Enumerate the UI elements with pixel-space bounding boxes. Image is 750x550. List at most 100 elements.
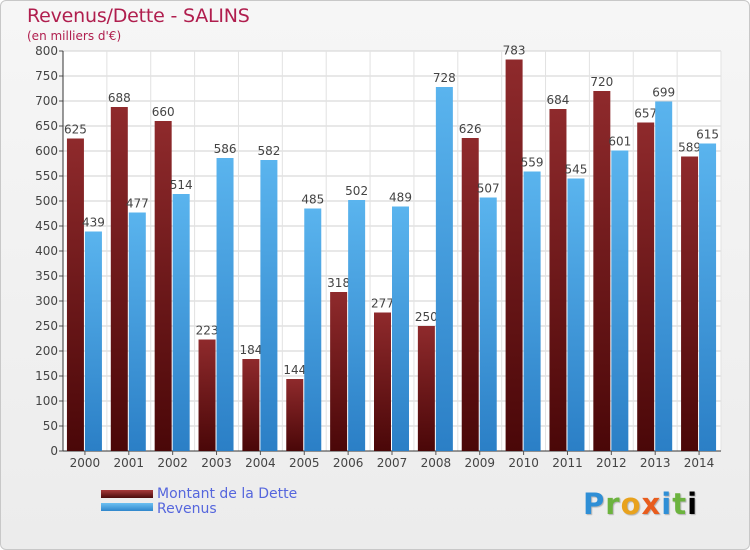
bar-revenus-2006 xyxy=(348,200,366,451)
y-tick-label: 800 xyxy=(35,44,58,58)
bar-dette-2000 xyxy=(66,138,84,451)
proxiti-logo: Proxiti xyxy=(583,487,699,521)
data-label: 545 xyxy=(565,163,588,177)
data-label: 626 xyxy=(459,122,482,136)
data-label: 586 xyxy=(214,142,237,156)
data-label: 514 xyxy=(170,178,193,192)
x-tick-label: 2012 xyxy=(596,456,627,470)
data-label: 582 xyxy=(257,144,280,158)
data-label: 684 xyxy=(547,93,570,107)
bar-dette-2005 xyxy=(286,379,304,451)
bar-revenus-2009 xyxy=(479,197,497,451)
bar-revenus-2002 xyxy=(172,194,190,451)
bar-revenus-2014 xyxy=(699,143,717,451)
y-tick-label: 300 xyxy=(35,294,58,308)
data-label: 485 xyxy=(301,193,324,207)
data-label: 660 xyxy=(152,105,175,119)
bar-revenus-2011 xyxy=(567,178,585,451)
bar-dette-2013 xyxy=(637,122,655,451)
data-label: 589 xyxy=(678,141,701,155)
data-label: 223 xyxy=(196,324,219,338)
x-tick-label: 2010 xyxy=(508,456,539,470)
data-label: 783 xyxy=(503,44,526,58)
data-label: 318 xyxy=(327,276,350,290)
chart-subtitle: (en milliers d'€) xyxy=(27,29,122,43)
bar-dette-2001 xyxy=(110,107,128,451)
x-tick-label: 2000 xyxy=(70,456,101,470)
y-tick-label: 0 xyxy=(50,444,58,458)
data-label: 688 xyxy=(108,91,131,105)
bar-dette-2014 xyxy=(681,156,699,451)
bar-revenus-2000 xyxy=(84,231,102,451)
data-label: 657 xyxy=(634,107,657,121)
bar-revenus-2003 xyxy=(216,158,234,451)
bar-dette-2012 xyxy=(593,91,611,451)
bar-revenus-2007 xyxy=(392,206,409,451)
bar-revenus-2012 xyxy=(611,150,629,451)
data-label: 439 xyxy=(82,216,105,230)
data-label: 720 xyxy=(590,75,613,89)
bar-revenus-2013 xyxy=(655,101,673,451)
x-tick-label: 2014 xyxy=(684,456,715,470)
data-label: 477 xyxy=(126,197,149,211)
bar-dette-2008 xyxy=(417,326,435,451)
data-label: 507 xyxy=(477,182,500,196)
x-tick-label: 2009 xyxy=(464,456,495,470)
data-label: 625 xyxy=(64,123,87,137)
data-label: 502 xyxy=(345,184,368,198)
data-label: 277 xyxy=(371,297,394,311)
data-label: 728 xyxy=(433,71,456,85)
data-label: 250 xyxy=(415,310,438,324)
data-label: 559 xyxy=(521,156,544,170)
y-tick-label: 700 xyxy=(35,94,58,108)
legend-swatch-dette xyxy=(101,490,153,498)
x-tick-label: 2013 xyxy=(640,456,671,470)
bar-dette-2003 xyxy=(198,339,216,451)
x-tick-label: 2002 xyxy=(157,456,188,470)
y-tick-label: 150 xyxy=(35,369,58,383)
chart-title: Revenus/Dette - SALINS xyxy=(27,5,250,27)
x-tick-label: 2004 xyxy=(245,456,276,470)
data-label: 184 xyxy=(239,343,262,357)
bar-dette-2010 xyxy=(505,59,523,451)
bar-revenus-2010 xyxy=(523,171,541,451)
data-label: 601 xyxy=(608,135,631,149)
bar-dette-2007 xyxy=(374,312,391,451)
bar-revenus-2001 xyxy=(128,212,146,451)
y-tick-label: 400 xyxy=(35,244,58,258)
legend-label-dette: Montant de la Dette xyxy=(157,486,298,502)
y-tick-label: 750 xyxy=(35,69,58,83)
x-tick-label: 2001 xyxy=(114,456,145,470)
bar-dette-2009 xyxy=(461,138,479,451)
y-tick-label: 600 xyxy=(35,144,58,158)
data-label: 699 xyxy=(652,86,675,100)
y-tick-label: 650 xyxy=(35,119,58,133)
bar-dette-2002 xyxy=(154,121,172,451)
bar-dette-2006 xyxy=(330,292,348,451)
y-tick-label: 550 xyxy=(35,169,58,183)
data-label: 489 xyxy=(389,191,412,205)
y-tick-label: 450 xyxy=(35,219,58,233)
y-tick-label: 350 xyxy=(35,269,58,283)
data-label: 615 xyxy=(696,128,719,142)
y-tick-label: 500 xyxy=(35,194,58,208)
x-tick-label: 2011 xyxy=(552,456,583,470)
x-tick-label: 2005 xyxy=(289,456,320,470)
x-tick-label: 2003 xyxy=(201,456,232,470)
bar-dette-2004 xyxy=(242,359,260,451)
legend-swatch-revenus xyxy=(101,503,153,511)
x-tick-label: 2007 xyxy=(377,456,408,470)
bar-dette-2011 xyxy=(549,109,567,451)
bar-revenus-2008 xyxy=(435,87,453,451)
y-tick-label: 50 xyxy=(43,419,58,433)
bar-revenus-2005 xyxy=(304,208,322,451)
y-tick-label: 200 xyxy=(35,344,58,358)
x-tick-label: 2006 xyxy=(333,456,364,470)
x-tick-label: 2008 xyxy=(421,456,452,470)
data-label: 144 xyxy=(283,363,306,377)
bar-revenus-2004 xyxy=(260,160,278,451)
y-tick-label: 250 xyxy=(35,319,58,333)
legend-label-revenus: Revenus xyxy=(157,501,217,517)
